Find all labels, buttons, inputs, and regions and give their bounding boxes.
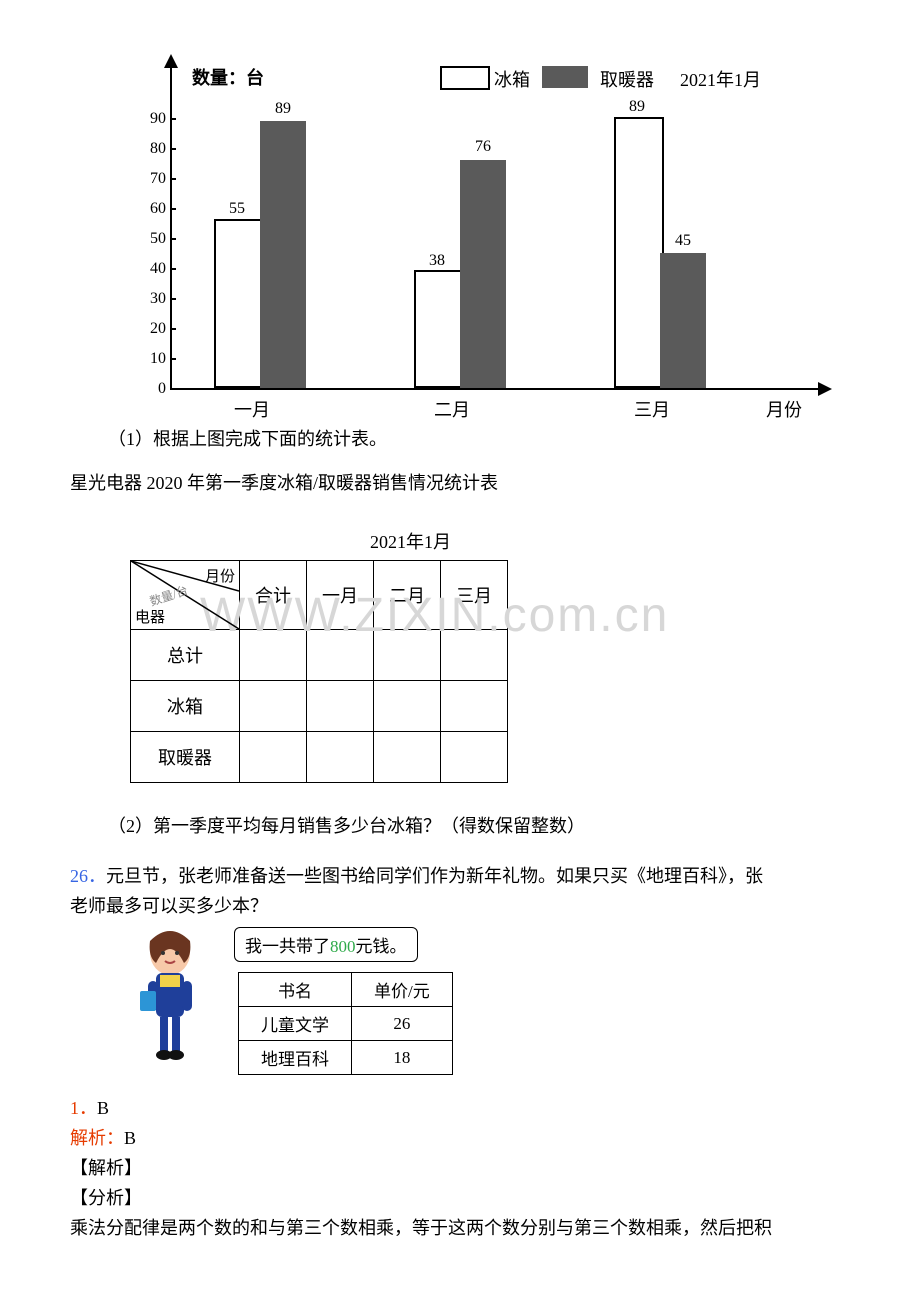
x-axis-title: 月份: [766, 396, 802, 422]
ytick-mark: [170, 208, 176, 210]
ytick-label: 90: [136, 110, 166, 128]
ytick-mark: [170, 148, 176, 150]
bubble-text-pre: 我一共带了: [245, 937, 330, 956]
table-row-header: 取暖器: [131, 732, 240, 783]
bar-fridge-jan: [214, 219, 264, 388]
x-category: 一月: [234, 396, 270, 422]
x-category: 三月: [634, 396, 670, 422]
ytick-label: 60: [136, 200, 166, 218]
question-1: （1）根据上图完成下面的统计表。: [70, 424, 850, 454]
ytick-mark: [170, 238, 176, 240]
answer-value-2: B: [124, 1128, 136, 1148]
ytick-mark: [170, 298, 176, 300]
table-cell: [374, 681, 441, 732]
table-date: 2021年1月: [370, 528, 850, 554]
table-cell: [307, 630, 374, 681]
bubble-text-post: 元钱。: [356, 937, 407, 956]
bar-value: 76: [460, 138, 506, 156]
ytick-label: 40: [136, 260, 166, 278]
ytick-label: 10: [136, 350, 166, 368]
y-axis: [170, 60, 172, 390]
legend-swatch-series1: [440, 66, 490, 90]
legend-label-series1: 冰箱: [494, 66, 530, 92]
table-col-header: 二月: [374, 561, 441, 630]
bar-heater-feb: [460, 160, 506, 388]
bubble-money: 800: [330, 937, 356, 956]
book-table-cell: 地理百科: [239, 1041, 352, 1075]
table-title: 星光电器 2020 年第一季度冰箱/取暖器销售情况统计表: [70, 468, 850, 498]
x-axis-arrow: [818, 382, 832, 396]
book-table-cell: 26: [352, 1007, 453, 1041]
sales-table: 月份 数量/台 电器 合计 一月 二月 三月 总计 冰箱 取暖器: [130, 560, 508, 783]
ytick-label: 80: [136, 140, 166, 158]
table-cell: [240, 681, 307, 732]
book-table-header: 单价/元: [352, 973, 453, 1007]
bar-fridge-feb: [414, 270, 464, 388]
x-category: 二月: [434, 396, 470, 422]
ytick-mark: [170, 358, 176, 360]
table-cell: [441, 630, 508, 681]
answer-line-3: 【解析】: [70, 1153, 850, 1183]
table-row-header: 总计: [131, 630, 240, 681]
appliance-bar-chart: 数量：台 冰箱 取暖器 2021年1月 0 10 20 30 40 50 60 …: [130, 60, 810, 410]
ytick-label: 20: [136, 320, 166, 338]
q26-number: 26．: [70, 866, 106, 886]
bar-value: 45: [660, 232, 706, 250]
ytick-label: 70: [136, 170, 166, 188]
ytick-mark: [170, 118, 176, 120]
teacher-icon: [130, 927, 210, 1075]
legend-swatch-series2: [542, 66, 588, 88]
y-axis-title: 数量：台: [192, 64, 264, 90]
bar-heater-jan: [260, 121, 306, 388]
book-table-cell: 18: [352, 1041, 453, 1075]
table-cell: [240, 732, 307, 783]
legend-label-series2: 取暖器: [600, 66, 654, 92]
table-cell: [240, 630, 307, 681]
diag-bot: 电器: [135, 606, 165, 627]
x-axis: [170, 388, 820, 390]
answer-line-5: 乘法分配律是两个数的和与第三个数相乘，等于这两个数分别与第三个数相乘，然后把积: [70, 1213, 850, 1243]
bar-fridge-mar: [614, 117, 664, 388]
table-cell: [374, 732, 441, 783]
table-cell: [441, 732, 508, 783]
legend-date: 2021年1月: [680, 66, 761, 92]
speech-bubble: 我一共带了800元钱。: [234, 927, 418, 962]
question-26: 26．元旦节，张老师准备送一些图书给同学们作为新年礼物。如果只买《地理百科》，张: [70, 861, 850, 891]
ytick-label: 0: [136, 380, 166, 398]
table-row-header: 冰箱: [131, 681, 240, 732]
book-table-cell: 儿童文学: [239, 1007, 352, 1041]
answer-line-1: 1．B: [70, 1093, 850, 1123]
ytick-label: 50: [136, 230, 166, 248]
bar-value: 89: [260, 100, 306, 118]
table-cell: [307, 732, 374, 783]
answer-label: 解析：: [70, 1128, 124, 1148]
ytick-mark: [170, 328, 176, 330]
ytick-label: 30: [136, 290, 166, 308]
bar-value: 55: [214, 200, 260, 218]
bar-value: 38: [414, 252, 460, 270]
table-col-header: 合计: [240, 561, 307, 630]
answer-line-4: 【分析】: [70, 1183, 850, 1213]
q26-text-1: 元旦节，张老师准备送一些图书给同学们作为新年礼物。如果只买《地理百科》，张: [106, 866, 763, 886]
q26-text-2: 老师最多可以买多少本？: [70, 891, 850, 921]
question-2: （2）第一季度平均每月销售多少台冰箱？（得数保留整数）: [70, 811, 850, 841]
bar-heater-mar: [660, 253, 706, 388]
answer-value-1: B: [97, 1098, 109, 1118]
book-price-table: 书名 单价/元 儿童文学 26 地理百科 18: [238, 972, 453, 1075]
book-table-header: 书名: [239, 973, 352, 1007]
table-diag-header: 月份 数量/台 电器: [131, 561, 240, 630]
answer-line-2: 解析：B: [70, 1123, 850, 1153]
table-cell: [307, 681, 374, 732]
table-cell: [374, 630, 441, 681]
answer-number: 1．: [70, 1098, 97, 1118]
ytick-mark: [170, 268, 176, 270]
table-cell: [441, 681, 508, 732]
table-col-header: 一月: [307, 561, 374, 630]
diag-top: 月份: [205, 565, 235, 586]
ytick-mark: [170, 178, 176, 180]
table-col-header: 三月: [441, 561, 508, 630]
bar-value: 89: [614, 98, 660, 116]
